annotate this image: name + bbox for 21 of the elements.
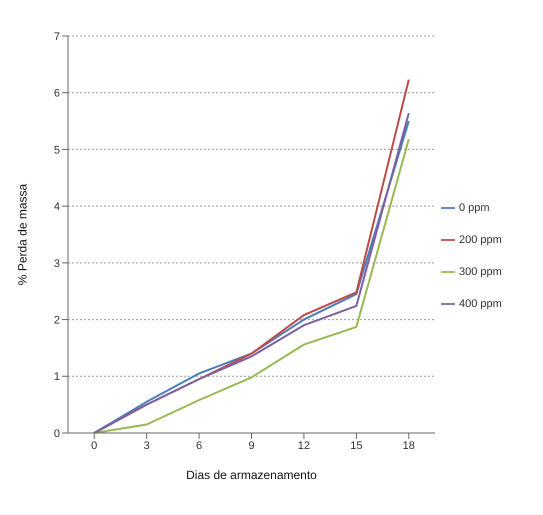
legend-label: 300 ppm [459,266,502,278]
x-axis-title: Dias de armazenamento [186,468,318,482]
y-tick-label: 0 [54,428,60,440]
legend-label: 0 ppm [459,202,490,214]
x-tick-label: 0 [91,440,98,452]
y-tick-label: 4 [54,201,60,214]
y-tick-label: 1 [54,371,60,384]
x-tick-label: 12 [298,440,310,452]
x-tick-label: 9 [248,440,255,452]
x-tick-label: 3 [144,440,150,452]
x-tick-label: 15 [350,440,362,452]
y-axis-title: % Perda de massa [15,183,30,286]
legend-label: 200 ppm [459,234,502,246]
x-tick-label: 18 [402,440,415,452]
y-tick-label: 3 [54,258,60,270]
x-tick-label: 6 [196,440,202,452]
y-tick-label: 5 [54,144,60,156]
y-tick-label: 7 [54,30,60,43]
legend-label: 400 ppm [459,298,502,310]
y-tick-label: 6 [54,88,60,100]
y-tick-label: 2 [54,314,60,326]
